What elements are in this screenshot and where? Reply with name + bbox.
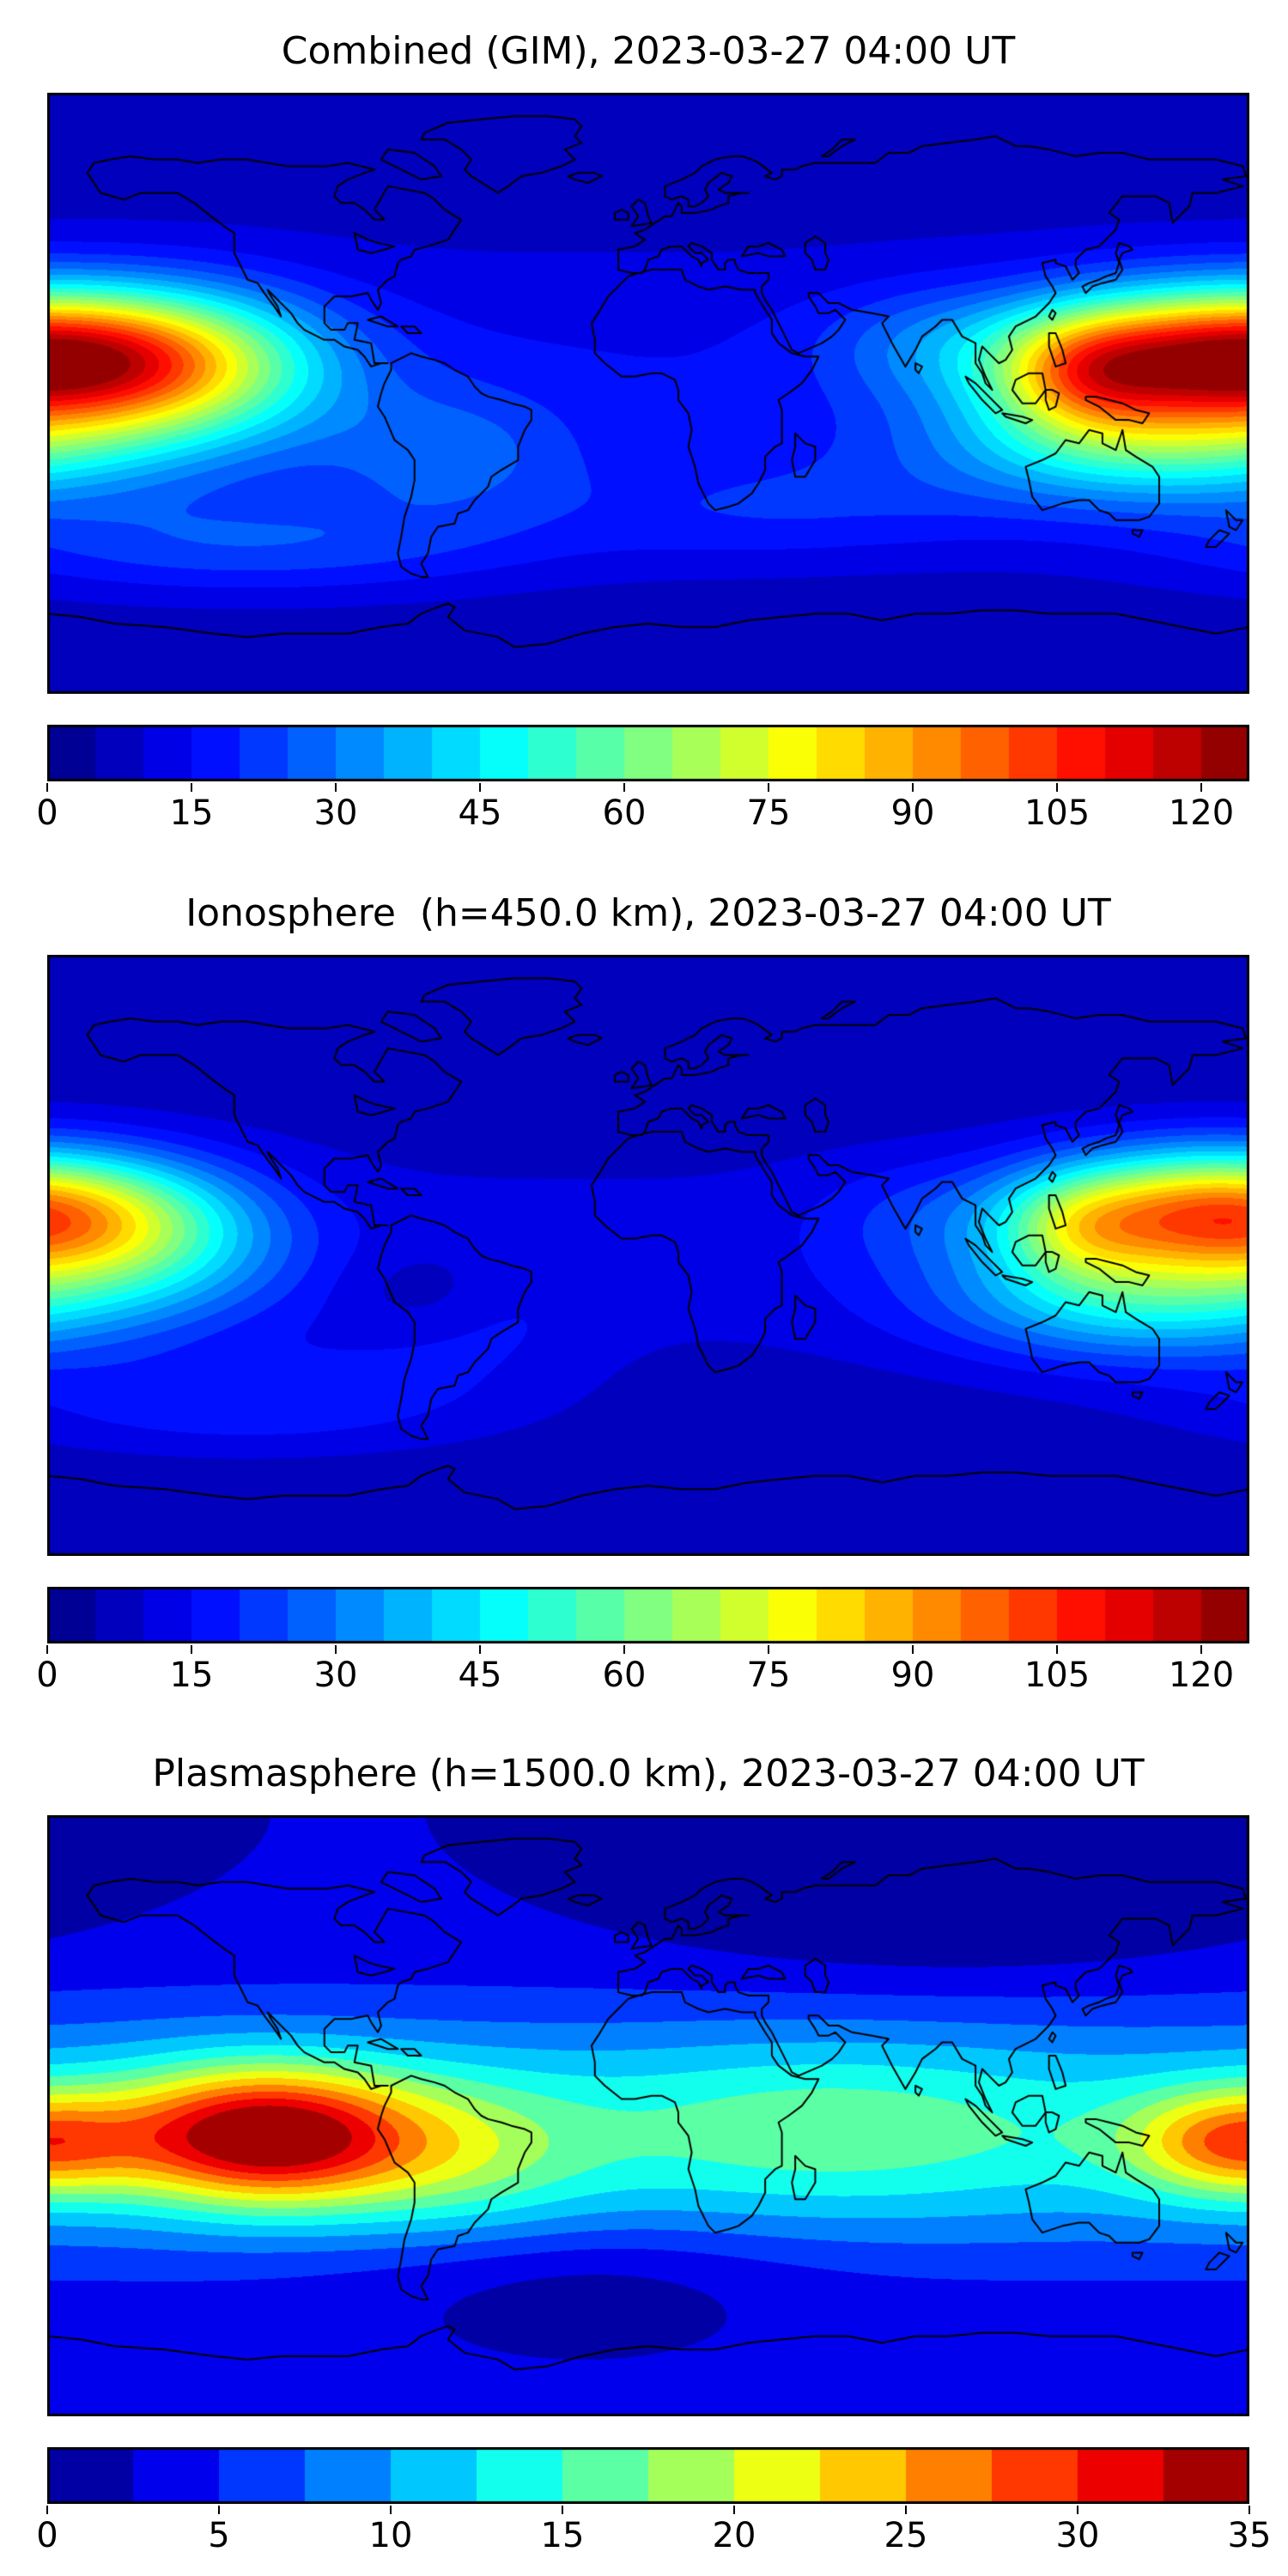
colorbar-tick-label: 10 <box>368 2516 413 2555</box>
colorbar-tick-label: 5 <box>208 2516 230 2555</box>
colorbar-tick-mark <box>46 1645 48 1654</box>
panel-title-plasmasphere: Plasmasphere (h=1500.0 km), 2023-03-27 0… <box>152 1752 1145 1795</box>
colorbar-tick-mark <box>1249 2506 1250 2514</box>
colorbar-tick-mark <box>768 783 769 792</box>
colorbar-tick-label: 60 <box>602 793 647 833</box>
colorbar-tick-mark <box>335 783 337 792</box>
colorbar-tick-label: 60 <box>602 1656 647 1695</box>
map-canvas-plasmasphere <box>47 1815 1249 2416</box>
map-canvas-ionosphere <box>47 955 1249 1556</box>
colorbar-tick-mark <box>912 783 914 792</box>
panel-combined: Combined (GIM), 2023-03-27 04:00 UT 0 15 3… <box>0 0 1288 854</box>
colorbar-tick-label: 0 <box>36 793 58 833</box>
colorbar-ticks-plasmasphere: 0 5 10 15 20 25 30 35 <box>36 2506 1271 2567</box>
colorbar-tick-label: 15 <box>540 2516 585 2555</box>
colorbar-tick-mark <box>1077 2506 1078 2514</box>
colorbar-tick-label: 120 <box>1168 1656 1235 1695</box>
colorbar-tick-mark <box>623 1645 625 1654</box>
colorbar-tick-label: 45 <box>458 793 502 833</box>
colorbar-tick-label: 105 <box>1024 793 1091 833</box>
colorbar-tick-mark <box>479 783 481 792</box>
colorbar-canvas-combined <box>47 725 1249 781</box>
colorbar-tick-label: 90 <box>890 793 935 833</box>
colorbar-ticks-ionosphere: 0 15 30 45 60 75 90 105 120 <box>36 1645 1249 1707</box>
map-canvas-combined <box>47 93 1249 694</box>
colorbar-tick-mark <box>562 2506 563 2514</box>
colorbar-tick-mark <box>191 1645 192 1654</box>
colorbar-tick-mark <box>733 2506 735 2514</box>
colorbar-tick-mark <box>1200 783 1202 792</box>
colorbar-tick-mark <box>1200 1645 1202 1654</box>
colorbar-tick-label: 30 <box>313 1656 358 1695</box>
colorbar-tick-mark <box>335 1645 337 1654</box>
colorbar-tick-label: 75 <box>746 1656 791 1695</box>
colorbar-tick-mark <box>1056 1645 1058 1654</box>
colorbar-tick-mark <box>218 2506 220 2514</box>
colorbar-tick-mark <box>1056 783 1058 792</box>
colorbar-tick-mark <box>623 783 625 792</box>
colorbar-tick-label: 105 <box>1024 1656 1091 1695</box>
colorbar-tick-label: 30 <box>313 793 358 833</box>
colorbar-tick-label: 0 <box>36 1656 58 1695</box>
panel-title-ionosphere: Ionosphere (h=450.0 km), 2023-03-27 04:0… <box>185 891 1111 935</box>
colorbar-tick-label: 45 <box>458 1656 502 1695</box>
colorbar-canvas-plasmasphere <box>47 2447 1249 2504</box>
colorbar-tick-mark <box>768 1645 769 1654</box>
panel-plasmasphere: Plasmasphere (h=1500.0 km), 2023-03-27 0… <box>0 1722 1288 2576</box>
colorbar-tick-label: 75 <box>746 793 791 833</box>
colorbar-tick-mark <box>905 2506 907 2514</box>
colorbar-tick-label: 15 <box>169 1656 214 1695</box>
colorbar-tick-label: 20 <box>712 2516 756 2555</box>
colorbar-tick-mark <box>479 1645 481 1654</box>
colorbar-tick-mark <box>46 783 48 792</box>
colorbar-tick-label: 90 <box>890 1656 935 1695</box>
colorbar-tick-label: 15 <box>169 793 214 833</box>
colorbar-tick-label: 25 <box>884 2516 928 2555</box>
panel-title-combined: Combined (GIM), 2023-03-27 04:00 UT <box>281 29 1016 73</box>
colorbar-tick-label: 30 <box>1055 2516 1100 2555</box>
colorbar-tick-mark <box>191 783 192 792</box>
colorbar-tick-mark <box>46 2506 48 2514</box>
colorbar-tick-mark <box>390 2506 392 2514</box>
panel-ionosphere: Ionosphere (h=450.0 km), 2023-03-27 04:0… <box>0 862 1288 1716</box>
colorbar-ticks-combined: 0 15 30 45 60 75 90 105 120 <box>36 783 1249 845</box>
colorbar-tick-label: 120 <box>1168 793 1235 833</box>
colorbar-canvas-ionosphere <box>47 1587 1249 1643</box>
colorbar-tick-label: 35 <box>1227 2516 1272 2555</box>
colorbar-tick-label: 0 <box>36 2516 58 2555</box>
colorbar-tick-mark <box>912 1645 914 1654</box>
